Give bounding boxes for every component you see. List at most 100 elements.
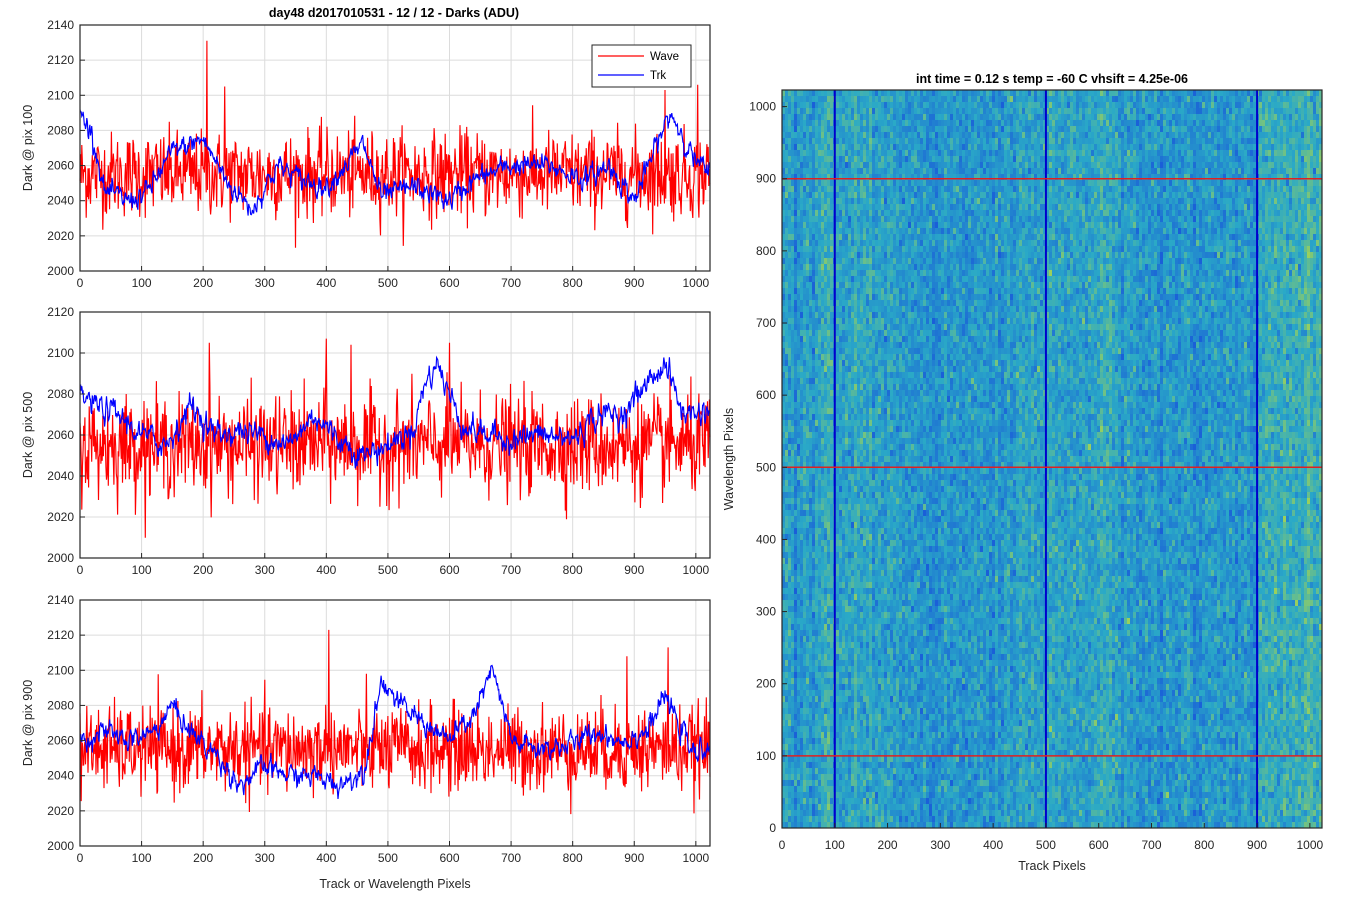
heatmap-cell: [800, 144, 803, 150]
heatmap-cell: [998, 102, 1001, 108]
heatmap-cell: [809, 216, 812, 222]
heatmap-cell: [875, 120, 878, 126]
heatmap-cell: [1022, 162, 1025, 168]
heatmap-cell: [1055, 120, 1058, 126]
heatmap-cell: [1277, 240, 1280, 246]
heatmap-cell: [1217, 198, 1220, 204]
heatmap-cell: [944, 144, 947, 150]
heatmap-cell: [1106, 210, 1109, 216]
heatmap-cell: [785, 108, 788, 114]
heatmap-cell: [1148, 240, 1151, 246]
heatmap-cell: [845, 90, 848, 96]
heatmap-cell: [1031, 162, 1034, 168]
heatmap-cell: [1208, 96, 1211, 102]
heatmap-cell: [1220, 222, 1223, 228]
heatmap-cell: [1112, 114, 1115, 120]
heatmap-cell: [1121, 150, 1124, 156]
heatmap-cell: [965, 192, 968, 198]
heatmap-cell: [1118, 186, 1121, 192]
heatmap-cell: [809, 234, 812, 240]
heatmap-cell: [1208, 90, 1211, 96]
heatmap-cell: [947, 162, 950, 168]
heatmap-cell: [1310, 198, 1313, 204]
heatmap-cell: [1283, 126, 1286, 132]
heatmap-cell: [1097, 132, 1100, 138]
heatmap-cell: [818, 222, 821, 228]
heatmap-cell: [1187, 144, 1190, 150]
heatmap-cell: [956, 108, 959, 114]
heatmap-cell: [1175, 240, 1178, 246]
heatmap-cell: [866, 102, 869, 108]
heatmap-cell: [854, 198, 857, 204]
heatmap-cell: [1058, 216, 1061, 222]
heatmap-cell: [1178, 198, 1181, 204]
heatmap-cell: [962, 138, 965, 144]
heatmap-cell: [986, 222, 989, 228]
heatmap-cell: [800, 132, 803, 138]
heatmap-cell: [854, 126, 857, 132]
heatmap-cell: [887, 216, 890, 222]
heatmap-cell: [1232, 216, 1235, 222]
heatmap-cell: [1076, 180, 1079, 186]
heatmap-cell: [1175, 162, 1178, 168]
heatmap-cell: [797, 210, 800, 216]
heatmap-cell: [1019, 114, 1022, 120]
heatmap-cell: [1301, 198, 1304, 204]
heatmap-cell: [1175, 144, 1178, 150]
heatmap-cell: [1199, 132, 1202, 138]
heatmap-cell: [854, 138, 857, 144]
heatmap-cell: [824, 234, 827, 240]
x-tick-label: 200: [193, 851, 213, 865]
heatmap-cell: [1205, 90, 1208, 96]
heatmap-cell: [1313, 108, 1316, 114]
heatmap-cell: [938, 90, 941, 96]
heatmap-cell: [875, 222, 878, 228]
heatmap-cell: [1121, 216, 1124, 222]
heatmap-cell: [863, 150, 866, 156]
heatmap-cell: [842, 240, 845, 246]
heatmap-cell: [1217, 156, 1220, 162]
heatmap-cell: [914, 228, 917, 234]
heatmap-cell: [1001, 150, 1004, 156]
heatmap-cell: [1205, 150, 1208, 156]
heatmap-cell: [1190, 234, 1193, 240]
heatmap-cell: [1124, 210, 1127, 216]
heatmap-cell: [905, 132, 908, 138]
heatmap-cell: [1238, 240, 1241, 246]
heatmap-cell: [1019, 90, 1022, 96]
heatmap-cell: [1268, 96, 1271, 102]
heatmap-cell: [1241, 234, 1244, 240]
heatmap-cell: [1106, 228, 1109, 234]
heatmap-cell: [821, 192, 824, 198]
heatmap-cell: [1220, 228, 1223, 234]
heatmap-cell: [1130, 144, 1133, 150]
heatmap-cell: [1142, 144, 1145, 150]
heatmap-cell: [1271, 216, 1274, 222]
heatmap-cell: [821, 96, 824, 102]
heatmap-cell: [974, 114, 977, 120]
heatmap-cell: [986, 180, 989, 186]
heatmap-cell: [950, 192, 953, 198]
heatmap-cell: [1127, 240, 1130, 246]
heatmap-cell: [1229, 192, 1232, 198]
heatmap-cell: [827, 144, 830, 150]
heatmap-cell: [977, 150, 980, 156]
heatmap-cell: [956, 162, 959, 168]
heatmap-cell: [1079, 186, 1082, 192]
heatmap-cell: [854, 108, 857, 114]
heatmap-cell: [1217, 126, 1220, 132]
heatmap-cell: [1094, 240, 1097, 246]
heatmap-cell: [1181, 204, 1184, 210]
heatmap-cell: [1031, 192, 1034, 198]
heatmap-cell: [1286, 120, 1289, 126]
heatmap-cell: [893, 96, 896, 102]
heatmap-cell: [1274, 96, 1277, 102]
legend: Wave Trk: [592, 45, 691, 87]
heatmap-cell: [1040, 204, 1043, 210]
heatmap-cell: [1247, 192, 1250, 198]
heatmap-cell: [1085, 228, 1088, 234]
heatmap-cell: [1097, 180, 1100, 186]
heatmap-cell: [1067, 156, 1070, 162]
heatmap-cell: [1148, 192, 1151, 198]
